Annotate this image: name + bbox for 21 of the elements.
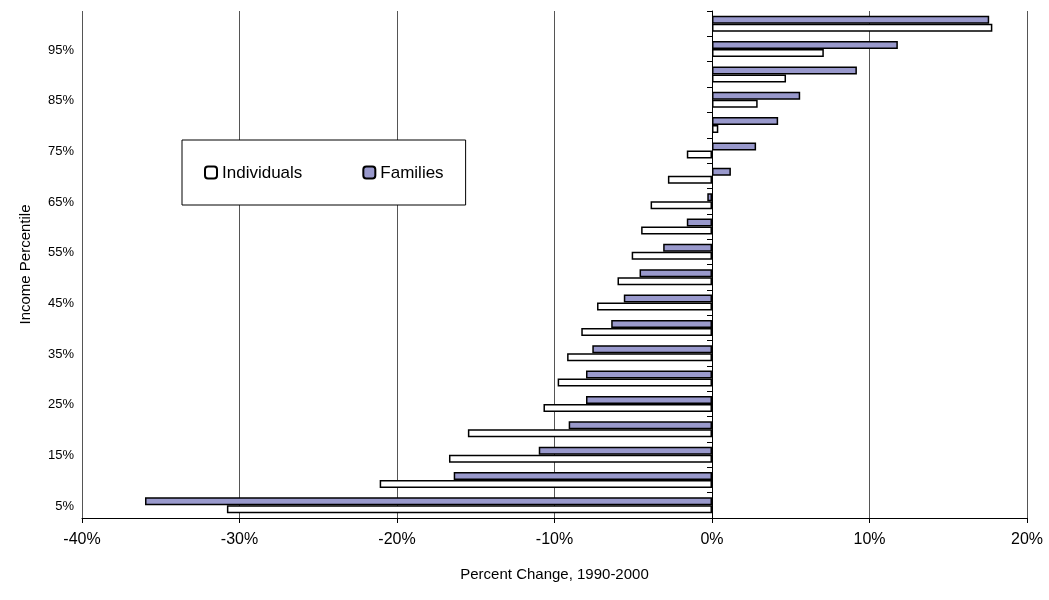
y-tick-label: 75% bbox=[47, 142, 75, 158]
x-tick-label: 0% bbox=[700, 529, 724, 547]
y-tick-label: 65% bbox=[47, 193, 75, 209]
x-tick-label: 20% bbox=[1010, 529, 1044, 547]
x-axis-title: Percent Change, 1990-2000 bbox=[460, 565, 649, 582]
legend-label: Families bbox=[380, 163, 444, 182]
y-axis-title: Income Percentile bbox=[16, 204, 33, 325]
legend-label: Individuals bbox=[222, 163, 303, 182]
x-tick-label: -40% bbox=[63, 529, 101, 547]
y-tick-label: 95% bbox=[47, 41, 75, 57]
y-tick-label: 55% bbox=[47, 244, 75, 260]
y-tick-label: 5% bbox=[55, 497, 75, 513]
x-tick-label: -20% bbox=[378, 529, 416, 547]
x-tick-label: 10% bbox=[853, 529, 886, 547]
y-tick-label: 25% bbox=[47, 396, 75, 412]
x-tick-label: -10% bbox=[535, 529, 574, 547]
y-tick-label: 35% bbox=[47, 345, 75, 361]
x-tick-label: -30% bbox=[220, 529, 259, 547]
y-tick-label: 15% bbox=[47, 447, 75, 463]
y-tick-label: 45% bbox=[47, 295, 75, 311]
y-tick-label: 85% bbox=[47, 92, 75, 108]
